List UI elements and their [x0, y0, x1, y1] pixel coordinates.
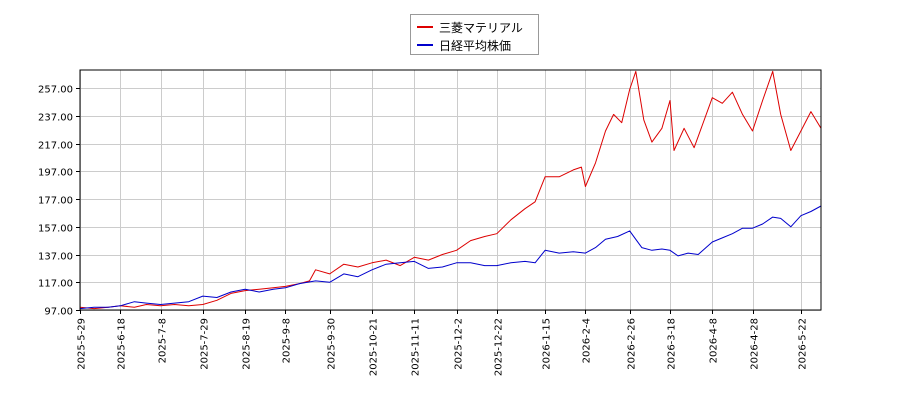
y-axis: 97.00 117.00 137.00 157.00 177.00 197.00 217.0…	[38, 85, 80, 318]
x-tick-label: 2025-8-19	[242, 318, 253, 370]
y-tick-label: 177.00	[38, 196, 73, 207]
x-tick-label: 2025-9-8	[282, 318, 293, 363]
x-tick-label: 2025-9-30	[327, 318, 338, 370]
x-axis: 2025-5-29 2025-6-18 2025-7-8 2025-7-29 2025-…	[77, 310, 809, 376]
legend-item-series2: 日経平均株価	[417, 36, 511, 54]
x-tick-label: 2026-5-22	[798, 318, 809, 370]
series-layer	[79, 70, 822, 310]
x-tick-label: 2025-6-18	[117, 318, 128, 370]
x-tick-label: 2025-7-29	[200, 318, 211, 370]
legend-swatch-series1	[417, 26, 433, 28]
legend-label-series2: 日経平均株価	[439, 38, 512, 53]
legend: 三菱マテリアル 日経平均株価	[410, 14, 539, 55]
x-tick-label: 2026-3-18	[667, 318, 678, 370]
legend-swatch-series2	[417, 44, 433, 46]
x-tick-label: 2025-12-2	[454, 318, 465, 370]
x-tick-label: 2026-2-4	[582, 318, 593, 363]
x-tick-label: 2026-4-8	[709, 318, 720, 363]
series-line-1	[79, 70, 822, 310]
x-tick-label: 2025-11-11	[411, 318, 422, 376]
grid	[80, 70, 821, 311]
x-tick-label: 2025-12-22	[494, 318, 505, 376]
x-tick-label: 2026-2-26	[627, 318, 638, 370]
y-tick-label: 157.00	[38, 224, 73, 235]
y-tick-label: 257.00	[38, 85, 73, 96]
plot-frame	[79, 69, 822, 311]
y-tick-label: 197.00	[38, 168, 73, 179]
y-tick-label: 137.00	[38, 252, 73, 263]
y-tick-label: 97.00	[44, 307, 73, 318]
y-tick-label: 237.00	[38, 113, 73, 124]
legend-label-series1: 三菱マテリアル	[439, 20, 523, 35]
legend-item-series1: 三菱マテリアル	[417, 18, 523, 36]
series-line-2	[79, 205, 822, 310]
x-tick-label: 2025-5-29	[77, 318, 88, 370]
y-tick-label: 217.00	[38, 141, 73, 152]
x-tick-label: 2026-4-28	[750, 318, 761, 370]
y-tick-label: 117.00	[38, 279, 73, 290]
x-tick-label: 2025-10-21	[369, 318, 380, 376]
x-tick-label: 2025-7-8	[158, 318, 169, 363]
x-tick-label: 2026-1-15	[542, 318, 553, 370]
